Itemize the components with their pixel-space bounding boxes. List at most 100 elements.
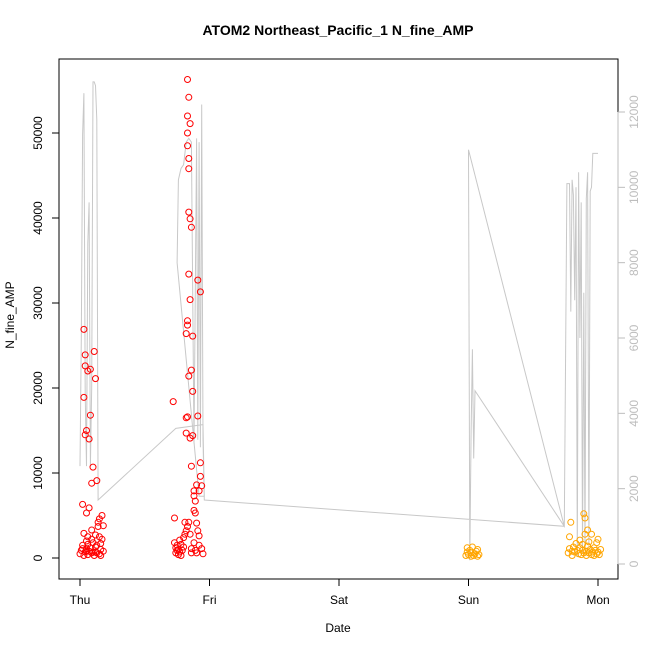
data-point xyxy=(567,518,575,526)
data-point xyxy=(187,545,195,553)
data-point xyxy=(193,519,201,527)
y-tick-label: 20000 xyxy=(31,371,45,405)
data-point xyxy=(585,538,593,546)
y-axis: 0 10000 20000 30000 40000 50000 xyxy=(31,116,60,561)
secondary-y-tick-label: 2000 xyxy=(627,475,641,502)
data-point xyxy=(194,276,202,284)
secondary-y-tick-label: 4000 xyxy=(627,400,641,427)
y-tick-label: 30000 xyxy=(31,286,45,320)
data-point xyxy=(81,351,89,359)
data-point xyxy=(182,414,190,422)
data-point xyxy=(198,545,206,553)
data-point xyxy=(182,429,190,437)
data-point xyxy=(80,325,88,333)
data-point xyxy=(184,413,191,421)
secondary-y-tick-label: 6000 xyxy=(627,324,641,351)
x-tick-label: Sun xyxy=(458,593,479,607)
data-point xyxy=(80,529,88,537)
data-point xyxy=(171,514,178,522)
data-point xyxy=(193,549,201,557)
data-point xyxy=(196,472,204,480)
data-point xyxy=(186,120,194,128)
data-point xyxy=(184,317,191,325)
data-point xyxy=(566,533,573,541)
data-point xyxy=(186,296,194,304)
secondary-y-axis: 0 2000 4000 6000 8000 10000 12000 xyxy=(617,95,641,567)
x-axis-label: Date xyxy=(325,621,351,635)
secondary-y-tick-label: 8000 xyxy=(627,249,641,276)
data-point xyxy=(191,497,199,505)
data-point xyxy=(182,527,190,535)
secondary-series-line xyxy=(79,81,598,561)
data-point xyxy=(79,500,87,508)
data-point xyxy=(187,366,195,374)
data-point xyxy=(588,530,595,538)
data-point xyxy=(92,531,99,539)
data-point xyxy=(581,514,589,522)
data-point xyxy=(81,431,89,439)
data-point xyxy=(196,288,204,296)
data-point xyxy=(189,432,197,440)
data-point xyxy=(190,492,198,500)
x-tick-label: Sat xyxy=(330,593,349,607)
data-point xyxy=(187,223,195,231)
data-point xyxy=(584,526,592,534)
secondary-y-tick-label: 12000 xyxy=(627,95,641,129)
data-point xyxy=(580,510,588,518)
y-tick-label: 40000 xyxy=(31,201,45,235)
data-point xyxy=(185,155,193,162)
x-tick-label: Mon xyxy=(586,593,609,607)
data-point xyxy=(169,398,177,406)
data-point xyxy=(88,526,96,534)
data-point xyxy=(198,482,206,490)
data-point xyxy=(85,504,93,512)
data-point xyxy=(594,535,602,543)
data-point xyxy=(185,270,193,278)
data-point xyxy=(97,540,105,547)
data-point xyxy=(86,365,94,373)
data-point xyxy=(185,518,193,526)
x-tick-label: Fri xyxy=(203,593,217,607)
data-point xyxy=(572,540,580,547)
data-point xyxy=(195,532,203,540)
data-point xyxy=(89,548,97,556)
data-point xyxy=(474,546,482,553)
data-point xyxy=(90,348,98,355)
data-point xyxy=(194,412,202,420)
data-point xyxy=(190,487,198,495)
x-tick-label: Thu xyxy=(70,593,91,607)
data-point xyxy=(595,551,603,559)
data-point xyxy=(185,372,193,380)
data-point xyxy=(184,112,191,120)
data-point xyxy=(89,463,97,471)
y-axis-label: N_fine_AMP xyxy=(3,281,17,348)
data-point xyxy=(180,543,188,551)
data-point xyxy=(184,321,191,329)
data-point xyxy=(475,551,483,559)
data-point xyxy=(186,530,194,538)
data-point xyxy=(184,129,191,137)
data-point xyxy=(185,208,193,216)
data-point xyxy=(199,550,207,558)
data-point xyxy=(196,459,204,467)
data-point xyxy=(94,518,102,526)
secondary-y-tick-label: 0 xyxy=(627,560,641,567)
data-point xyxy=(189,332,197,340)
data-point xyxy=(184,523,191,530)
data-point xyxy=(93,477,101,485)
data-point xyxy=(94,523,102,530)
data-point xyxy=(189,387,197,395)
data-point xyxy=(185,165,193,173)
data-point xyxy=(93,549,101,557)
data-point xyxy=(180,534,188,542)
data-point xyxy=(84,533,92,541)
data-point xyxy=(181,530,189,538)
data-point xyxy=(194,527,202,535)
data-point xyxy=(98,535,106,543)
data-point xyxy=(99,522,107,530)
data-point xyxy=(193,481,201,489)
data-point xyxy=(593,539,601,547)
data-point xyxy=(184,76,191,83)
